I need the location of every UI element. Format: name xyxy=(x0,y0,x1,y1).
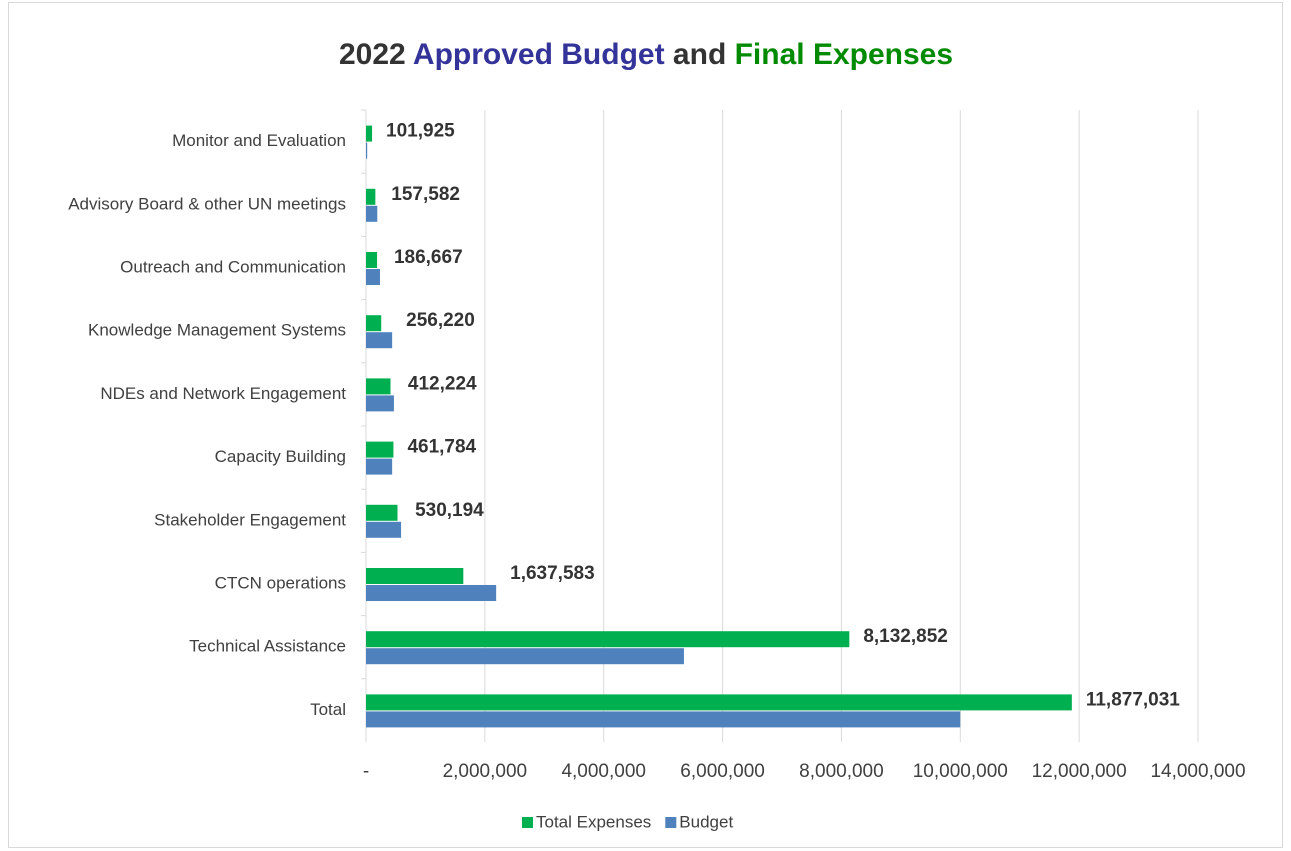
y-tick-label: Total xyxy=(310,700,346,719)
x-tick-label: 4,000,000 xyxy=(561,761,646,782)
bar xyxy=(366,521,402,538)
chart-title: 2022 Approved Budget and Final Expenses xyxy=(339,38,953,71)
y-tick-label: Technical Assistance xyxy=(189,637,346,656)
bar xyxy=(366,252,378,268)
y-tick-label: Outreach and Communication xyxy=(120,257,346,276)
legend-label: Budget xyxy=(679,812,733,831)
y-tick-label: Capacity Building xyxy=(215,447,346,466)
x-tick-label: 8,000,000 xyxy=(799,761,884,782)
y-tick-label: Monitor and Evaluation xyxy=(172,131,346,150)
data-label: 157,582 xyxy=(391,184,460,205)
x-tick-label: 14,000,000 xyxy=(1150,761,1245,782)
bar xyxy=(366,711,961,728)
title-part: and xyxy=(665,38,735,71)
bar xyxy=(366,315,382,332)
y-tick-label: Knowledge Management Systems xyxy=(88,321,346,340)
data-label: 461,784 xyxy=(407,437,476,458)
x-tick-label: 2,000,000 xyxy=(443,761,528,782)
data-label: 8,132,852 xyxy=(863,626,948,647)
bar xyxy=(366,395,394,412)
data-label: 11,877,031 xyxy=(1086,689,1180,710)
data-label: 1,637,583 xyxy=(510,563,595,584)
bar xyxy=(366,631,850,648)
bar xyxy=(366,378,391,395)
bar xyxy=(366,188,376,205)
bar xyxy=(366,648,684,665)
bar xyxy=(366,205,378,222)
y-tick-label: Advisory Board & other UN meetings xyxy=(68,194,346,213)
legend-swatch xyxy=(522,817,533,828)
y-tick-label: Stakeholder Engagement xyxy=(154,510,346,529)
legend-label: Total Expenses xyxy=(536,812,651,831)
x-tick-label: 12,000,000 xyxy=(1032,761,1127,782)
title-part: Final Expenses xyxy=(735,38,953,71)
title-part: 2022 xyxy=(339,38,413,71)
title-part: Approved Budget xyxy=(413,38,665,71)
data-label: 186,667 xyxy=(394,247,463,268)
x-tick-label: 6,000,000 xyxy=(680,761,765,782)
data-label: 412,224 xyxy=(408,373,477,394)
data-label: 530,194 xyxy=(415,500,484,521)
x-tick-label: - xyxy=(363,761,369,782)
bar xyxy=(366,441,394,458)
bar xyxy=(366,568,464,584)
bar xyxy=(366,504,398,521)
bar xyxy=(366,458,393,475)
legend-swatch xyxy=(665,817,677,828)
bar xyxy=(366,125,373,142)
x-tick-label: 10,000,000 xyxy=(913,761,1008,782)
data-label: 256,220 xyxy=(406,310,475,331)
bar xyxy=(366,269,380,285)
bar xyxy=(366,142,368,159)
y-tick-label: CTCN operations xyxy=(215,573,346,592)
bar xyxy=(366,585,497,601)
bar xyxy=(366,694,1072,711)
y-tick-label: NDEs and Network Engagement xyxy=(100,384,346,403)
data-label: 101,925 xyxy=(386,121,455,142)
bar xyxy=(366,332,393,349)
